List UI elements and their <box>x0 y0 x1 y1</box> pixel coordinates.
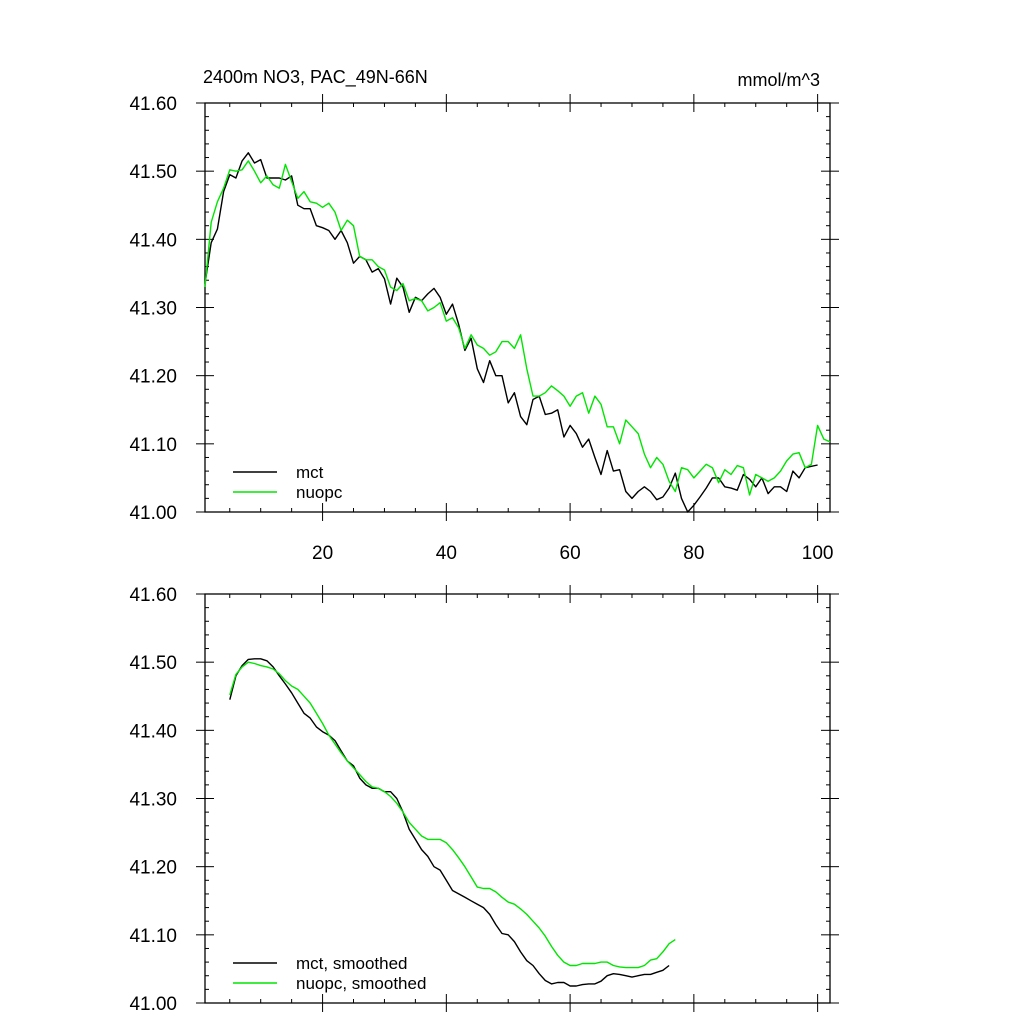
x-axis-ticks: 20 40 60 80 100 <box>229 94 834 564</box>
y-tick-label: 41.00 <box>129 503 177 524</box>
legend-label: nuopc, smoothed <box>296 974 426 993</box>
y-tick-label: 41.50 <box>129 162 177 183</box>
x-tick-label: 60 <box>560 543 581 564</box>
y-tick-label: 41.60 <box>129 94 177 115</box>
y-tick-label: 41.20 <box>129 367 177 388</box>
y-tick-label: 41.20 <box>129 858 177 879</box>
top-plot-panel: 20 40 60 80 100 41.00 41.10 41.20 41.30 41.40 41.5… <box>129 94 839 564</box>
plot-frame <box>204 593 831 1004</box>
series-group <box>204 152 831 513</box>
x-tick-label: 100 <box>802 543 834 564</box>
series-line-nuopc <box>204 160 831 496</box>
y-tick-label: 41.10 <box>129 926 177 947</box>
series-line-nuopc-smoothed <box>229 661 676 969</box>
chart-title: 2400m NO3, PAC_49N-66N <box>203 67 428 88</box>
y-axis-ticks: 41.00 41.10 41.20 41.30 41.40 41.50 41.60 <box>129 94 839 524</box>
legend-label: nuopc <box>296 483 343 502</box>
x-axis-ticks <box>229 585 819 1012</box>
y-tick-label: 41.50 <box>129 653 177 674</box>
y-tick-label: 41.30 <box>129 299 177 320</box>
units-label: mmol/m^3 <box>738 70 820 90</box>
series-group <box>229 658 676 987</box>
y-tick-label: 41.10 <box>129 435 177 456</box>
y-tick-label: 41.60 <box>129 585 177 606</box>
x-tick-label: 80 <box>683 543 704 564</box>
y-tick-label: 41.30 <box>129 790 177 811</box>
y-tick-label: 41.40 <box>129 721 177 742</box>
y-axis-ticks: 41.00 41.10 41.20 41.30 41.40 41.50 41.60 <box>129 585 839 1015</box>
series-line-mct-smoothed <box>229 658 670 987</box>
x-tick-label: 20 <box>312 543 333 564</box>
series-line-mct <box>204 152 818 513</box>
y-tick-label: 41.00 <box>129 994 177 1015</box>
legend-label: mct <box>296 463 324 482</box>
x-tick-label: 40 <box>436 543 457 564</box>
bottom-plot-panel: 41.00 41.10 41.20 41.30 41.40 41.50 41.60 mct, … <box>129 585 839 1015</box>
legend-label: mct, smoothed <box>296 954 408 973</box>
plot-frame <box>204 102 831 513</box>
y-tick-label: 41.40 <box>129 230 177 251</box>
